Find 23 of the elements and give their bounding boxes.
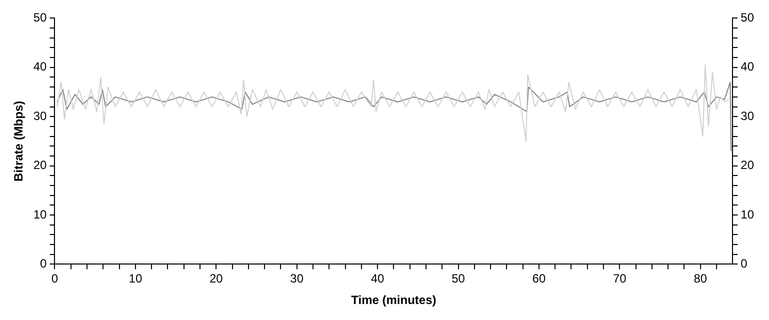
y-tick-label: 40 xyxy=(33,60,48,74)
y-tick-label: 30 xyxy=(33,108,48,123)
x-tick-label: 40 xyxy=(370,272,385,286)
x-tick-label: 80 xyxy=(694,272,708,286)
x-tick-label: 20 xyxy=(209,272,224,286)
x-tick-label: 30 xyxy=(290,272,304,286)
y-tick-label: 20 xyxy=(33,158,48,172)
y-axis-title: Bitrate (Mbps) xyxy=(12,100,26,182)
x-tick-label: 0 xyxy=(51,272,58,286)
x-tick-label: 10 xyxy=(128,272,142,286)
y2-tick-label: 0 xyxy=(740,256,748,271)
y-tick-label: 0 xyxy=(40,256,48,271)
y-tick-label: 50 xyxy=(33,10,48,25)
x-tick-label: 70 xyxy=(612,272,627,286)
y2-tick-label: 10 xyxy=(740,207,754,222)
y2-tick-label: 40 xyxy=(740,60,754,74)
y2-tick-label: 50 xyxy=(740,10,754,25)
x-tick-label: 50 xyxy=(452,272,466,286)
y2-tick-label: 20 xyxy=(740,158,754,172)
x-tick-label: 60 xyxy=(532,272,546,286)
y2-tick-label: 30 xyxy=(740,108,754,123)
y-tick-label: 10 xyxy=(33,207,48,222)
x-axis-title: Time (minutes) xyxy=(351,293,436,308)
